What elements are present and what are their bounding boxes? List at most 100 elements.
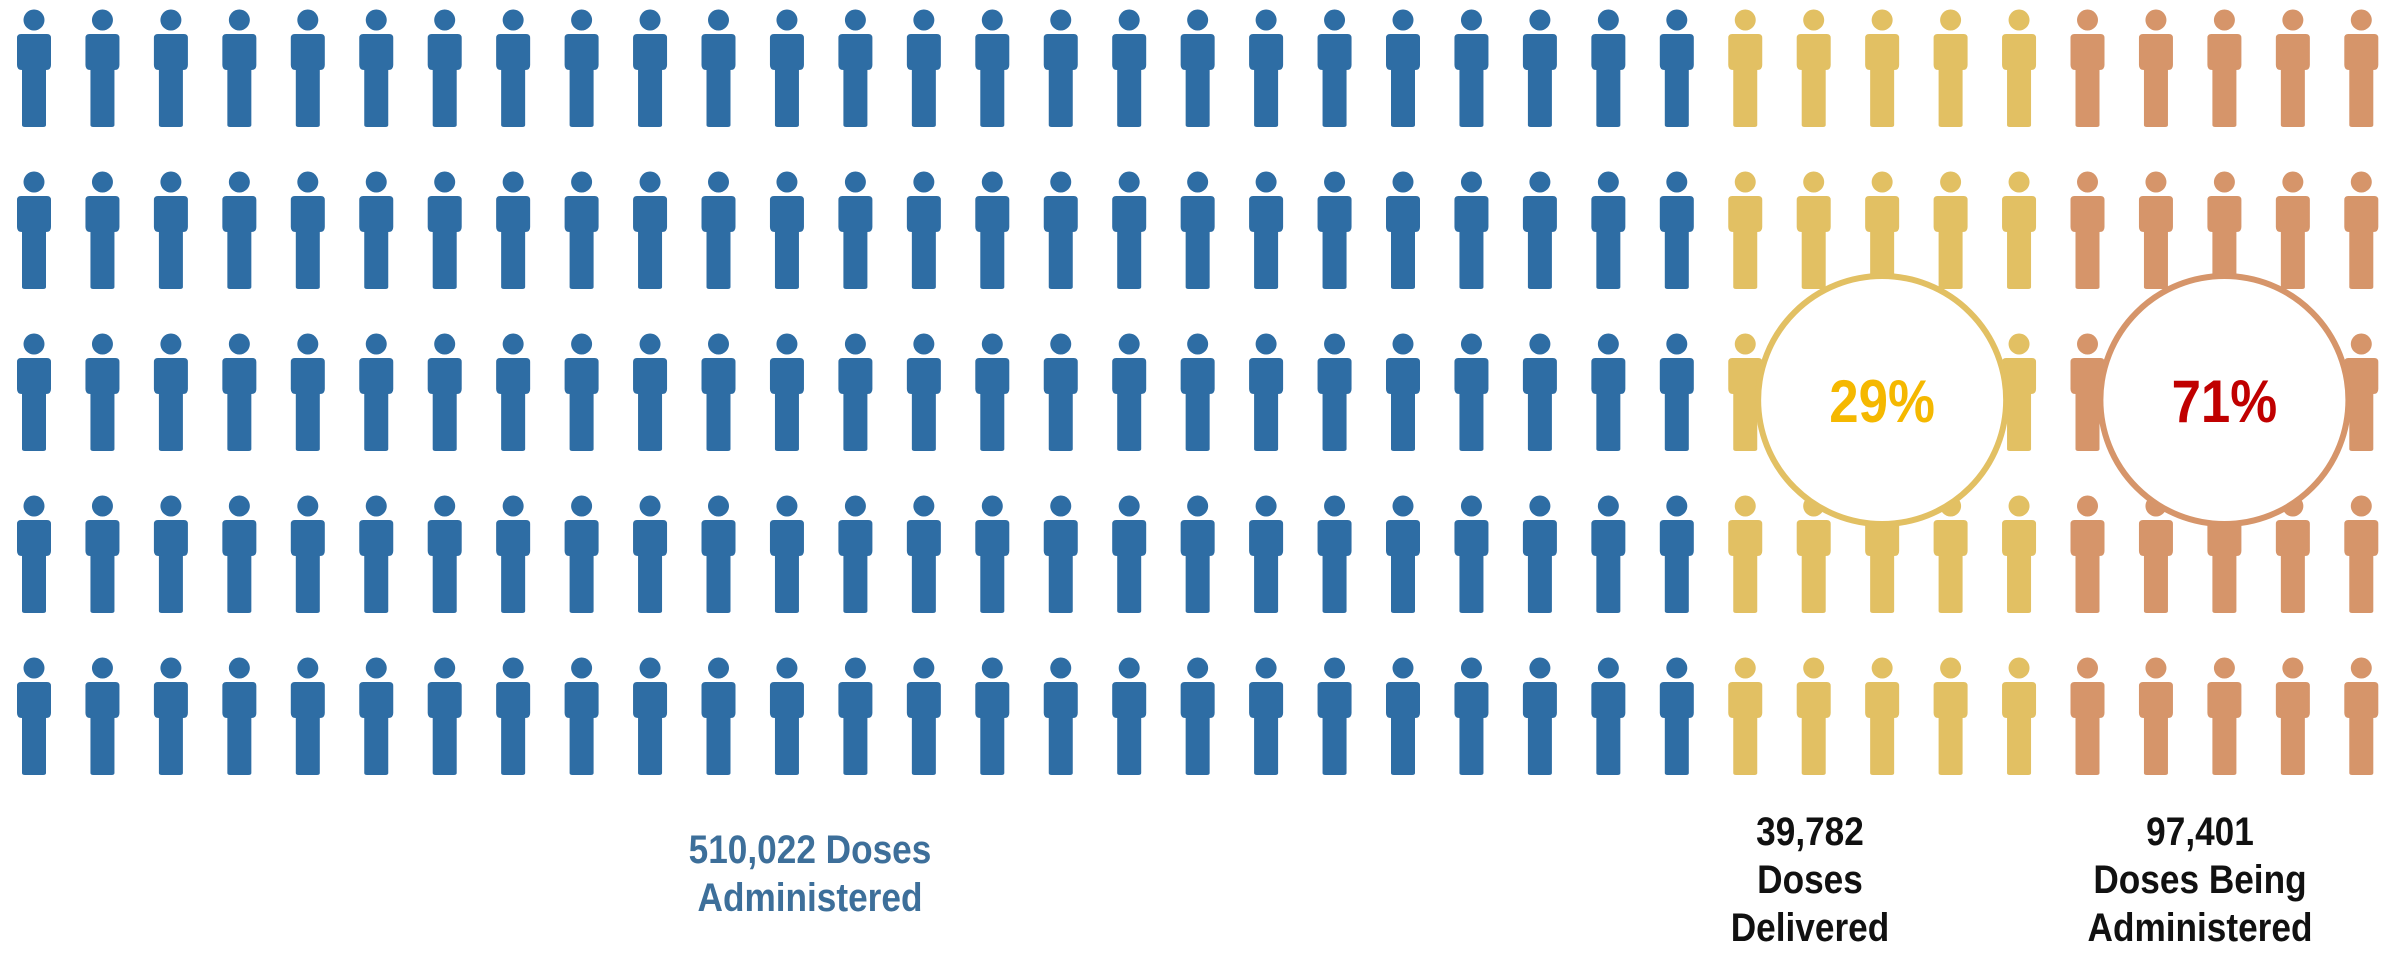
person-icon-administered-r4-c25 xyxy=(1659,495,1694,613)
person-icon-administered-r2-c16 xyxy=(1043,171,1078,289)
person-icon-being-administered-r1-c31 xyxy=(2070,9,2105,127)
person-icon-administered-r1-c14 xyxy=(906,9,941,127)
person-icon-administered-r3-c3 xyxy=(153,333,188,451)
person-icon-administered-r4-c21 xyxy=(1386,495,1420,613)
person-icon-administered-r4-c1 xyxy=(17,495,51,613)
person-icon-administered-r1-c4 xyxy=(222,9,257,127)
person-icon-administered-r5-c25 xyxy=(1659,657,1694,775)
person-icon-administered-r1-c1 xyxy=(17,9,51,127)
person-icon-delivered-r5-c30 xyxy=(2002,657,2037,775)
person-icon-administered-r2-c7 xyxy=(427,171,462,289)
person-icon-administered-r3-c12 xyxy=(769,333,804,451)
percent-badge-being-administered: 71% xyxy=(2097,273,2352,527)
label-being-line-3: Administered xyxy=(2087,906,2313,950)
person-icon-administered-r3-c9 xyxy=(564,333,599,451)
person-icon-administered-r5-c20 xyxy=(1317,657,1352,775)
person-icon-administered-r1-c19 xyxy=(1249,9,1284,127)
person-icon-administered-r3-c10 xyxy=(633,333,668,451)
person-icon-delivered-r1-c30 xyxy=(2002,9,2037,127)
person-icon-being-administered-r5-c35 xyxy=(2344,657,2379,775)
person-icon-administered-r2-c19 xyxy=(1249,171,1284,289)
person-icon-being-administered-r2-c31 xyxy=(2070,171,2105,289)
label-doses-delivered: 39,782 Doses Delivered xyxy=(1616,808,2003,952)
person-icon-administered-r4-c15 xyxy=(975,495,1010,613)
person-icon-administered-r1-c5 xyxy=(290,9,325,127)
person-icon-administered-r3-c8 xyxy=(496,333,531,451)
person-icon-administered-r3-c14 xyxy=(906,333,941,451)
person-icon-being-administered-r2-c34 xyxy=(2275,171,2310,289)
person-icon-administered-r3-c7 xyxy=(427,333,462,451)
person-icon-administered-r3-c17 xyxy=(1112,333,1147,451)
person-icon-administered-r3-c4 xyxy=(222,333,257,451)
person-icon-administered-r2-c17 xyxy=(1112,171,1147,289)
person-icon-administered-r4-c14 xyxy=(906,495,941,613)
person-icon-administered-r2-c5 xyxy=(290,171,325,289)
person-icon-administered-r4-c18 xyxy=(1180,495,1215,613)
label-administered-line-1: 510,022 Doses xyxy=(688,828,932,872)
person-icon-administered-r5-c3 xyxy=(153,657,188,775)
person-icon-being-administered-r1-c34 xyxy=(2275,9,2310,127)
person-icon-administered-r2-c3 xyxy=(153,171,188,289)
person-icon-delivered-r4-c30 xyxy=(2002,495,2037,613)
person-icon-administered-r3-c19 xyxy=(1249,333,1284,451)
person-icon-administered-r1-c10 xyxy=(633,9,668,127)
person-icon-delivered-r3-c30 xyxy=(2002,333,2037,451)
person-icon-administered-r3-c13 xyxy=(838,333,873,451)
person-icon-administered-r1-c18 xyxy=(1180,9,1215,127)
person-icon-administered-r4-c6 xyxy=(359,495,394,613)
label-administered-line-2: Administered xyxy=(697,876,923,920)
person-icon-administered-r2-c10 xyxy=(633,171,668,289)
person-icon-administered-r1-c2 xyxy=(85,9,120,127)
person-icon-administered-r1-c13 xyxy=(838,9,873,127)
person-icon-delivered-r2-c28 xyxy=(1865,171,1900,289)
person-icon-administered-r1-c9 xyxy=(564,9,599,127)
person-icon-administered-r1-c15 xyxy=(975,9,1010,127)
person-icon-administered-r5-c4 xyxy=(222,657,257,775)
person-icon-being-administered-r1-c32 xyxy=(2138,9,2173,127)
person-icon-administered-r3-c16 xyxy=(1043,333,1078,451)
person-icon-administered-r2-c14 xyxy=(906,171,941,289)
person-icon-administered-r4-c2 xyxy=(85,495,120,613)
person-icon-delivered-r1-c26 xyxy=(1728,9,1763,127)
person-icon-administered-r1-c25 xyxy=(1659,9,1694,127)
person-icon-administered-r4-c11 xyxy=(701,495,736,613)
person-icon-administered-r2-c21 xyxy=(1386,171,1420,289)
person-icon-administered-r1-c16 xyxy=(1043,9,1078,127)
person-icon-administered-r5-c2 xyxy=(85,657,120,775)
person-icon-administered-r1-c21 xyxy=(1386,9,1420,127)
person-icon-delivered-r5-c29 xyxy=(1933,657,1968,775)
person-icon-administered-r3-c23 xyxy=(1522,333,1557,451)
person-icon-administered-r2-c1 xyxy=(17,171,51,289)
person-icon-administered-r2-c4 xyxy=(222,171,257,289)
person-icon-administered-r5-c6 xyxy=(359,657,394,775)
person-icon-administered-r4-c22 xyxy=(1454,495,1489,613)
person-icon-administered-r4-c23 xyxy=(1522,495,1557,613)
person-icon-administered-r2-c15 xyxy=(975,171,1010,289)
person-icon-administered-r5-c18 xyxy=(1180,657,1215,775)
person-icon-administered-r5-c15 xyxy=(975,657,1010,775)
person-icon-administered-r4-c5 xyxy=(290,495,325,613)
person-icon-administered-r3-c5 xyxy=(290,333,325,451)
person-icon-administered-r2-c22 xyxy=(1454,171,1489,289)
person-icon-administered-r3-c1 xyxy=(17,333,51,451)
person-icon-administered-r5-c10 xyxy=(633,657,668,775)
person-icon-administered-r1-c24 xyxy=(1591,9,1626,127)
person-icon-being-administered-r4-c35 xyxy=(2344,495,2379,613)
person-icon-administered-r5-c14 xyxy=(906,657,941,775)
person-icon-administered-r1-c23 xyxy=(1522,9,1557,127)
person-icon-administered-r3-c24 xyxy=(1591,333,1626,451)
label-delivered-line-3: Delivered xyxy=(1730,906,1890,950)
person-icon-administered-r2-c20 xyxy=(1317,171,1352,289)
person-icon-administered-r2-c8 xyxy=(496,171,531,289)
person-icon-administered-r5-c1 xyxy=(17,657,51,775)
person-icon-administered-r4-c16 xyxy=(1043,495,1078,613)
person-icon-administered-r3-c11 xyxy=(701,333,736,451)
person-icon-being-administered-r5-c33 xyxy=(2207,657,2242,775)
person-icon-administered-r2-c9 xyxy=(564,171,599,289)
person-icon-administered-r2-c11 xyxy=(701,171,736,289)
person-icon-administered-r5-c5 xyxy=(290,657,325,775)
person-icon-administered-r1-c17 xyxy=(1112,9,1147,127)
person-icon-administered-r3-c18 xyxy=(1180,333,1215,451)
